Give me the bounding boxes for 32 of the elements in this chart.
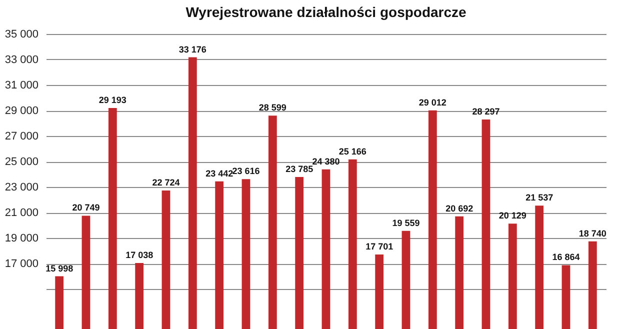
data-label: 29 012 <box>418 97 446 108</box>
data-label: 16 864 <box>552 252 580 262</box>
data-label: 18 740 <box>578 228 606 238</box>
y-tick-label: 35 000 <box>4 28 38 40</box>
data-label: 28 297 <box>472 106 500 116</box>
data-label: 23 442 <box>206 168 234 178</box>
y-tick-label: 33 000 <box>4 54 38 66</box>
data-label: 21 537 <box>526 192 554 203</box>
chart-title: Wyrejestrowane działalności gospodarcze <box>186 4 467 20</box>
y-tick-label: 27 000 <box>4 130 38 142</box>
data-label: 23 785 <box>286 164 314 174</box>
data-label: 20 129 <box>498 210 526 221</box>
data-label: 22 724 <box>152 178 180 188</box>
y-tick-label: 17 000 <box>4 258 38 270</box>
y-tick-label: 31 000 <box>4 80 38 92</box>
y-tick-label: 23 000 <box>4 182 38 194</box>
data-label: 33 176 <box>178 44 206 54</box>
data-label: 20 692 <box>446 203 474 214</box>
y-tick-label: 29 000 <box>4 105 38 117</box>
data-label: 23 616 <box>232 166 260 176</box>
data-label: 24 380 <box>312 156 340 166</box>
data-label: 17 038 <box>126 250 154 260</box>
data-label: 20 749 <box>72 202 100 213</box>
data-label: 19 559 <box>392 218 420 228</box>
y-tick-label: 19 000 <box>4 232 38 244</box>
data-label: 17 701 <box>366 242 394 252</box>
y-tick-label: 25 000 <box>4 156 38 168</box>
y-tick-label: 21 000 <box>4 207 38 219</box>
data-label: 29 193 <box>98 95 126 106</box>
data-label: 25 166 <box>338 146 366 156</box>
data-label: 15 998 <box>46 263 74 274</box>
data-label: 28 599 <box>258 102 286 113</box>
